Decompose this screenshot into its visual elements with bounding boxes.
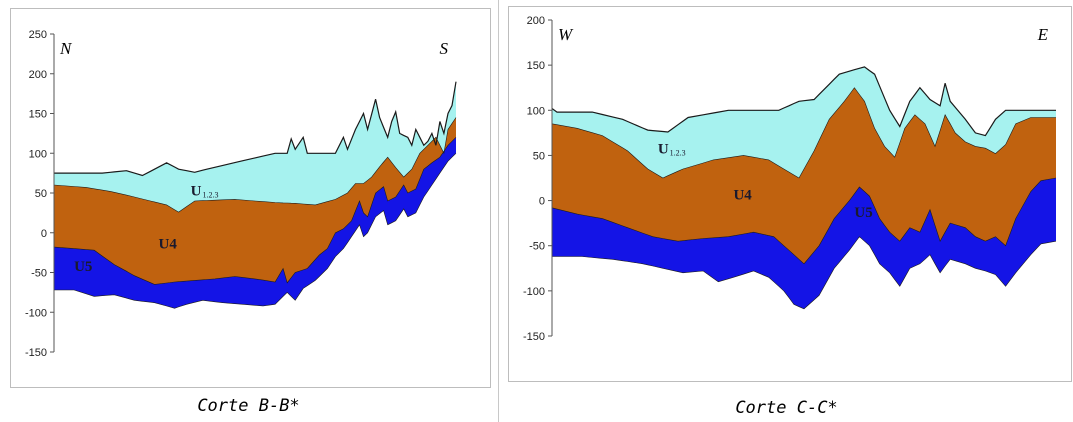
unit-label-u4: U4 xyxy=(159,237,178,253)
y-tick-label: 50 xyxy=(35,188,47,200)
y-tick-label: -50 xyxy=(529,241,545,253)
layer-u123-area xyxy=(54,81,456,213)
series-line-surface xyxy=(551,66,1056,137)
series-line-u5-base xyxy=(552,236,1057,310)
direction-label-left: N xyxy=(59,39,73,58)
chart-panel-right: 200 150 100 50 0 -50 -100 -150 W E U1.2.3 U4 U5 Cort… xyxy=(500,0,1073,422)
y-tick-label: -50 xyxy=(31,268,47,280)
unit-label-subscript: 1.2.3 xyxy=(670,149,686,158)
series-line-u4-top xyxy=(53,117,457,213)
series-line-surface xyxy=(54,81,457,177)
layer-u4-area xyxy=(552,87,1056,264)
direction-label-right: E xyxy=(1037,25,1049,44)
layer-u123-area xyxy=(552,66,1056,178)
layer-u5-area xyxy=(54,137,456,309)
unit-label-u4: U4 xyxy=(733,188,752,204)
y-tick-label: 200 xyxy=(29,69,47,81)
series-line-u5-top xyxy=(53,137,457,285)
y-tick-label: 250 xyxy=(29,29,47,41)
y-tick-label: 50 xyxy=(533,150,545,162)
series-line-u5-top xyxy=(551,177,1057,265)
y-tick-label: 150 xyxy=(29,109,47,121)
series-line-u4-top xyxy=(551,87,1056,179)
panel-divider xyxy=(498,0,499,422)
y-tick-label: 0 xyxy=(41,228,47,240)
layer-u4-area xyxy=(54,117,456,285)
y-tick-label: 150 xyxy=(527,60,545,72)
y-tick-label: 0 xyxy=(539,196,545,208)
chart-caption-right: Corte C-C* xyxy=(735,398,838,418)
y-tick-label: -150 xyxy=(523,331,545,343)
direction-label-right: S xyxy=(440,39,449,58)
unit-label-u5: U5 xyxy=(74,259,92,275)
y-tick-label: 100 xyxy=(527,105,545,117)
chart-caption-left: Corte B-B* xyxy=(197,396,300,416)
y-tick-label: -150 xyxy=(25,347,47,359)
series-line-u5-base xyxy=(54,153,457,309)
y-tick-label: -100 xyxy=(523,286,545,298)
layer-u5-area xyxy=(552,178,1056,309)
y-tick-label: 100 xyxy=(29,148,47,160)
y-tick-label: 200 xyxy=(527,15,545,27)
unit-label-subscript: 1.2.3 xyxy=(203,190,219,199)
chart-panel-left: 250 200 150 100 50 0 -50 -100 -150 N S U1.2.3 U4 U5 C… xyxy=(0,0,497,422)
y-tick-label: -100 xyxy=(25,307,47,319)
direction-label-left: W xyxy=(558,25,574,44)
unit-label-u5: U5 xyxy=(854,205,872,221)
